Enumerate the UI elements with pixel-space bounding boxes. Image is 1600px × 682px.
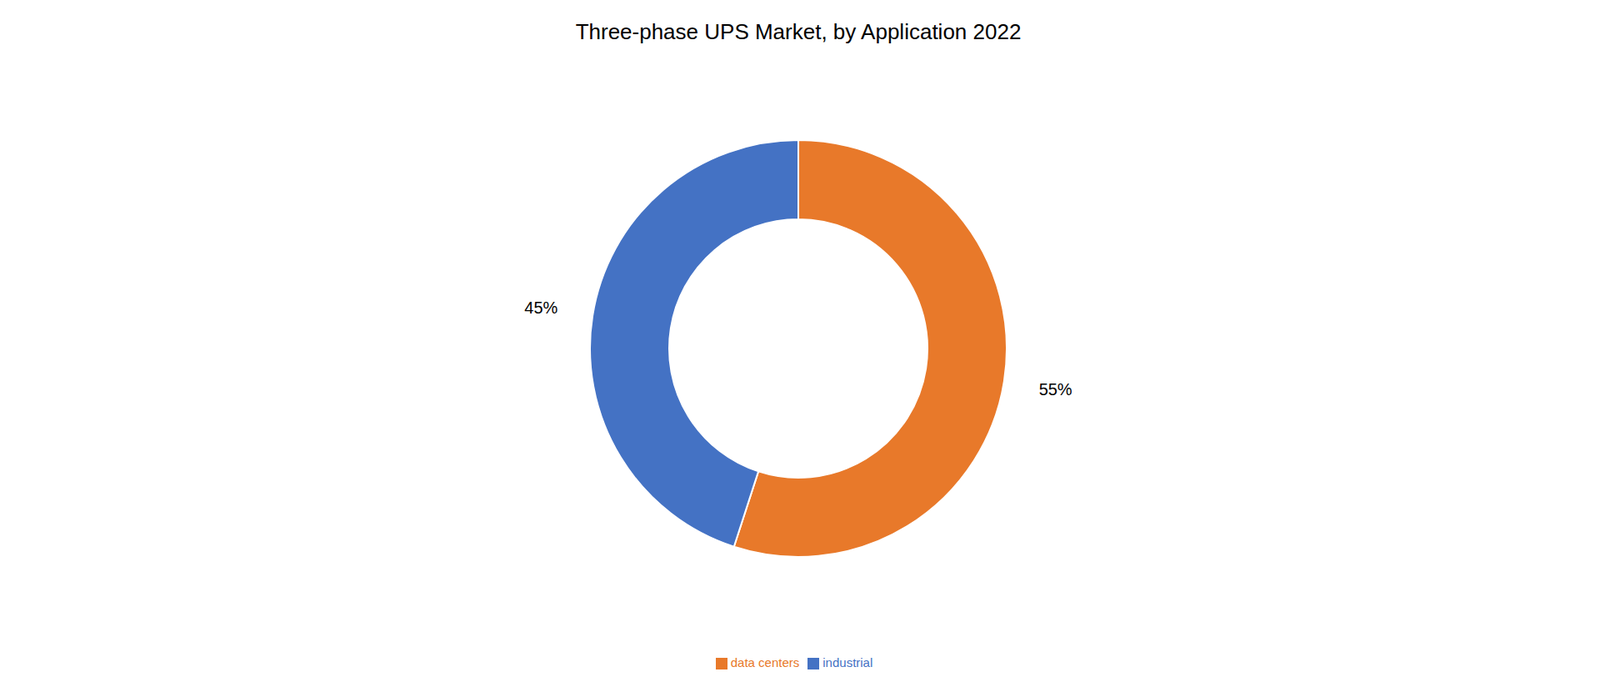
html-text:Three-phase UPS Market, by App: Three-phase UPS Market, by Application 2… [575, 19, 1022, 45]
html-text:data centers: data centers [730, 655, 800, 670]
svg-text:45%: 45% [524, 298, 558, 317]
svg-text:55%: 55% [1039, 380, 1073, 399]
html-text:industrial: industrial [822, 655, 873, 670]
